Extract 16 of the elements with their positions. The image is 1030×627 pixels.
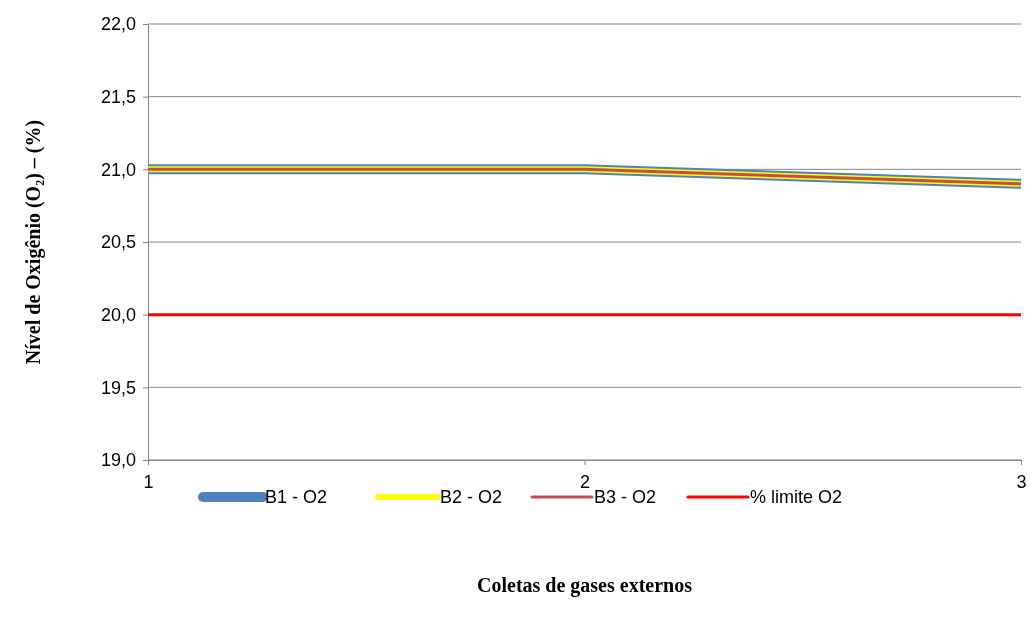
- legend-label: % limite O2: [750, 487, 843, 507]
- legend-label: B2 - O2: [440, 487, 503, 507]
- y-axis-title: Nível de Oxigênio (O₂) – (%): [22, 119, 45, 365]
- y-tick-label: 21,5: [100, 86, 136, 107]
- x-axis-title: Coletas de gases externos: [477, 574, 693, 597]
- y-tick-label: 19,0: [100, 450, 136, 471]
- y-tick-label: 22,0: [100, 14, 136, 35]
- y-tick-label: 20,5: [100, 232, 136, 253]
- x-tick-label: 1: [143, 471, 154, 492]
- y-tick-label: 20,0: [100, 304, 136, 325]
- y-tick-label: 19,5: [100, 377, 136, 398]
- x-tick-label: 3: [1016, 471, 1027, 492]
- y-tick-label: 21,0: [100, 159, 136, 180]
- x-tick-label: 2: [579, 471, 591, 492]
- legend-label: B1 - O2: [265, 487, 328, 507]
- legend-label: B3 - O2: [594, 487, 657, 507]
